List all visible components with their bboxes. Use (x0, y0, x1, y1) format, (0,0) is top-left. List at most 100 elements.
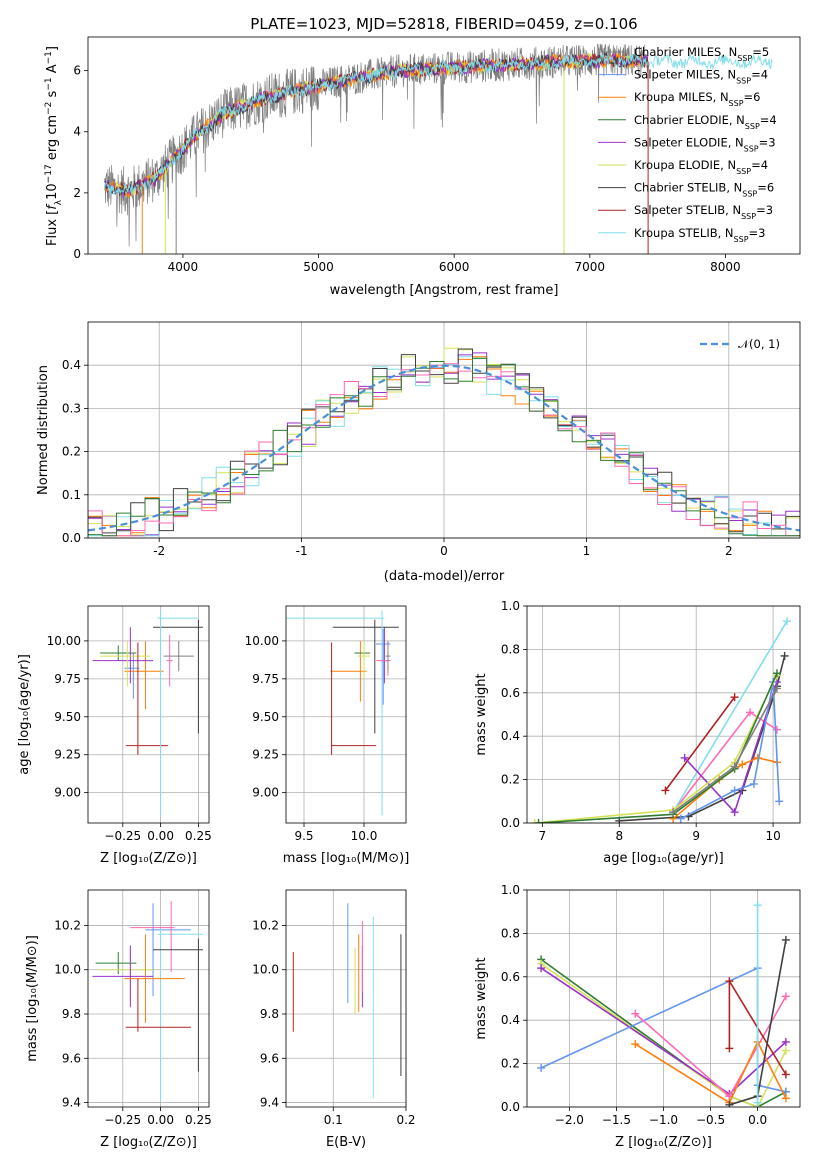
x-tick-label: −0.25 (104, 829, 141, 843)
y-tick-label: 9.4 (62, 1096, 81, 1110)
y-axis-label: age [log₁₀(age/yr)] (17, 654, 32, 775)
x-axis-label: mass [log₁₀(M/M⊙)] (283, 851, 410, 866)
y-tick-label: 0.6 (501, 970, 520, 984)
x-tick-label: -1 (296, 544, 308, 558)
axes-frame (285, 889, 407, 1108)
legend-entry: Kroupa MILES, NSSP=6 (634, 90, 760, 108)
axes-frame (526, 889, 801, 1108)
y-tick-label: 0.4 (501, 1013, 520, 1027)
y-tick-label: 9.25 (54, 748, 81, 762)
x-tick-label: 7000 (575, 260, 606, 274)
x-tick-label: −2.0 (555, 1113, 584, 1127)
x-tick-label: 7 (539, 829, 547, 843)
y-tick-label: 0.0 (501, 816, 520, 830)
x-tick-label: 10.0 (351, 829, 378, 843)
y-tick-label: 9.50 (252, 710, 279, 724)
plot-area-residuals (88, 347, 800, 537)
y-tick-label: 9.75 (54, 672, 81, 686)
x-tick-label: 1 (583, 544, 591, 558)
model-spectrum-kroupa_stelib (103, 53, 773, 195)
y-tick-label: 0.8 (501, 926, 520, 940)
axes-frame (285, 605, 407, 824)
plot-area-weight_vs_age (530, 617, 791, 823)
x-axis-label: Z [log₁₀(Z/Z⊙)] (100, 1135, 197, 1150)
y-tick-label: 0.2 (62, 445, 81, 459)
y-axis-label: Flux [fλ10−17 erg cm−2 s−1 A−1] (44, 46, 64, 246)
y-tick-label: 9.75 (252, 672, 279, 686)
x-tick-label: 8 (615, 829, 623, 843)
x-axis-label: age [log₁₀(age/yr)] (603, 851, 724, 866)
legend-entry: Kroupa ELODIE, NSSP=4 (634, 158, 768, 176)
x-axis-label: wavelength [Angstrom, rest frame] (330, 283, 559, 298)
y-axis-label: mass weight (474, 673, 489, 755)
legend-entry: Kroupa STELIB, NSSP=3 (634, 226, 765, 244)
x-tick-label: 9 (692, 829, 700, 843)
y-tick-label: 0.6 (501, 686, 520, 700)
y-tick-label: 0.0 (62, 531, 81, 545)
axes-frame (526, 605, 801, 824)
y-axis-label: mass [log₁₀(M/M⊙)] (25, 935, 40, 1062)
y-tick-label: 0 (73, 247, 81, 261)
y-tick-label: 9.00 (252, 786, 279, 800)
y-axis-label: Normed distribution (36, 365, 51, 495)
y-tick-label: 9.50 (54, 710, 81, 724)
plot-area-mass_vs_EBV (292, 903, 402, 1099)
x-tick-label: 0.2 (396, 1113, 415, 1127)
y-tick-label: 9.6 (62, 1051, 81, 1065)
x-tick-label: −1.0 (649, 1113, 678, 1127)
y-tick-label: 0.0 (501, 1100, 520, 1114)
y-tick-label: 0.2 (501, 773, 520, 787)
x-tick-label: 8000 (710, 260, 741, 274)
series-line (619, 655, 786, 822)
y-tick-label: 4 (73, 125, 81, 139)
legend-entry: Chabrier MILES, NSSP=5 (634, 45, 769, 63)
y-tick-label: 10.2 (54, 918, 81, 932)
y-tick-label: 10.00 (245, 634, 279, 648)
x-tick-label: 0.00 (147, 829, 174, 843)
legend-entry: Chabrier STELIB, NSSP=6 (634, 181, 774, 199)
y-tick-label: 0.8 (501, 642, 520, 656)
y-tick-label: 10.2 (252, 918, 279, 932)
y-tick-label: 10.0 (54, 963, 81, 977)
plot-area-age_vs_Z (92, 610, 203, 816)
legend-entry: 𝒩(0, 1) (738, 337, 780, 351)
y-tick-label: 0.3 (62, 401, 81, 415)
series-line (534, 675, 778, 823)
x-tick-label: 10 (765, 829, 780, 843)
y-tick-label: 6 (73, 64, 81, 78)
x-tick-label: −0.25 (104, 1113, 141, 1127)
y-tick-label: 9.00 (54, 786, 81, 800)
y-tick-label: 0.4 (501, 729, 520, 743)
x-axis-label: Z [log₁₀(Z/Z⊙)] (100, 851, 197, 866)
series-line (634, 1040, 787, 1104)
x-tick-label: 9.5 (294, 829, 313, 843)
legend-entry: Salpeter ELODIE, NSSP=3 (634, 135, 776, 153)
legend-entry: Salpeter STELIB, NSSP=3 (634, 203, 773, 221)
x-axis-label: Z [log₁₀(Z/Z⊙)] (615, 1135, 712, 1150)
plot-area-mass_vs_Z (92, 901, 203, 1101)
chart-title: PLATE=1023, MJD=52818, FIBERID=0459, z=0… (250, 15, 637, 33)
series-line (540, 963, 787, 1107)
x-tick-label: 0.25 (185, 1113, 212, 1127)
series-line (672, 757, 778, 820)
plot-area-spectrum (103, 43, 773, 254)
y-tick-label: 0.1 (62, 488, 81, 502)
axes-frame (87, 321, 801, 539)
axes-frame (87, 36, 801, 255)
x-tick-label: 0.1 (324, 1113, 343, 1127)
y-tick-label: 9.8 (260, 1007, 279, 1021)
x-tick-label: 2 (725, 544, 733, 558)
y-tick-label: 1.0 (501, 883, 520, 897)
y-tick-label: 1.0 (501, 599, 520, 613)
x-tick-label: 0.0 (748, 1113, 767, 1127)
x-tick-label: 5000 (303, 260, 334, 274)
series-line (538, 672, 778, 823)
model-spectrum-chabrier_stelib (104, 51, 649, 196)
x-tick-label: 0.25 (185, 829, 212, 843)
y-tick-label: 0.4 (62, 358, 81, 372)
legend-entry: Salpeter MILES, NSSP=4 (634, 68, 768, 86)
y-tick-label: 9.25 (252, 748, 279, 762)
axes-frame (87, 889, 210, 1108)
x-tick-label: −0.5 (696, 1113, 725, 1127)
